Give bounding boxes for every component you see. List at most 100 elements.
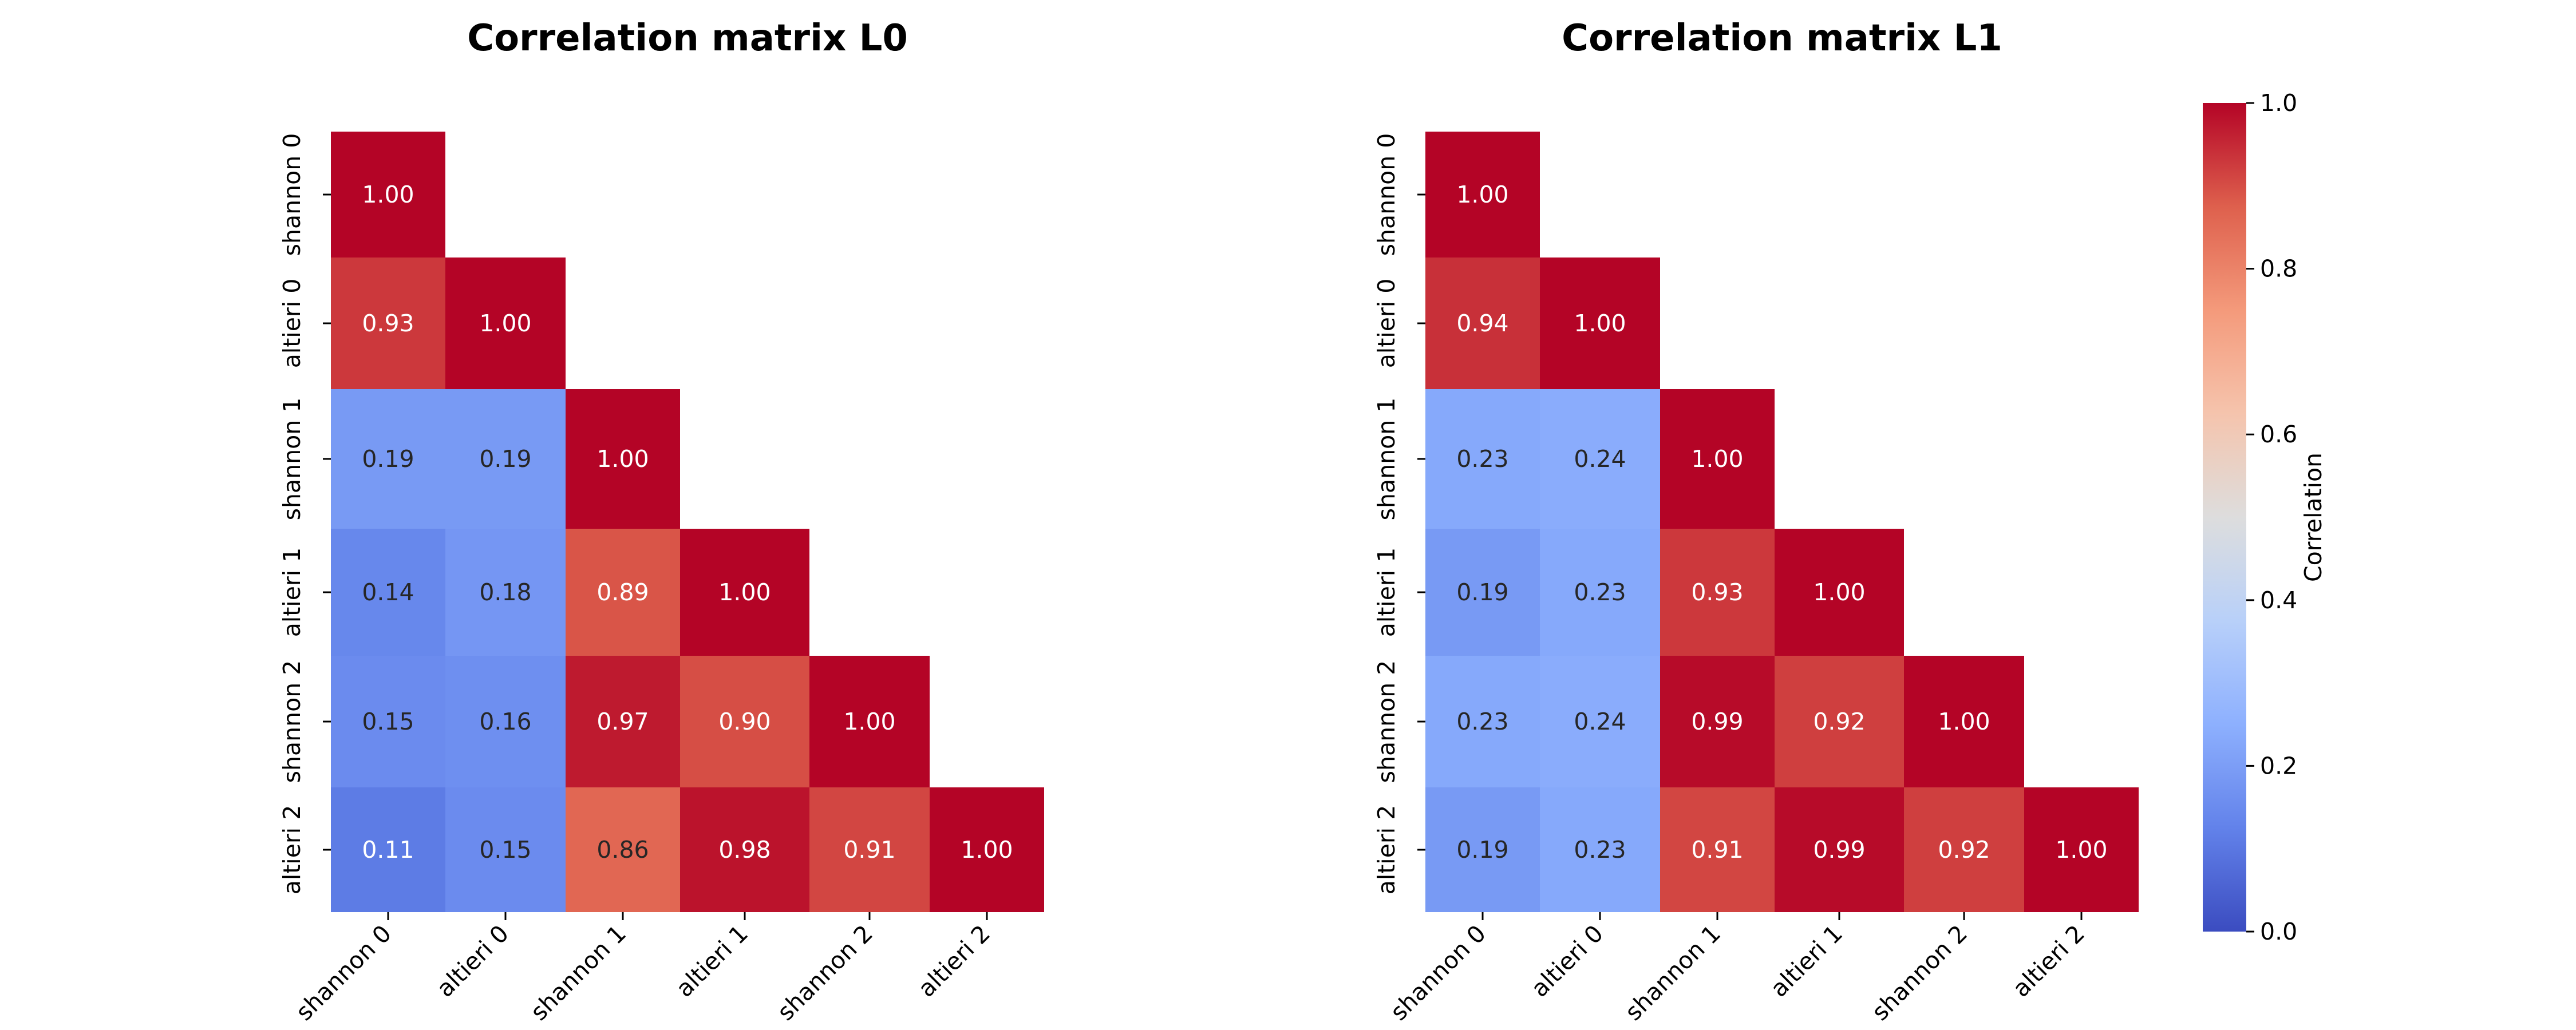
heatmap-cell: 0.93 [331, 258, 445, 389]
y-tick: altieri 2 [278, 805, 331, 894]
cell-fill [566, 787, 680, 912]
x-tick-label: altieri 0 [1526, 920, 1609, 1003]
cell-fill [680, 656, 809, 787]
cell-value-label: 1.00 [2055, 836, 2107, 863]
heatmap-cells: 1.00 0.93 1.00 0.19 0.19 1.00 0.14 0.18 0.89 1.00… [331, 132, 1044, 912]
cell-fill [1540, 529, 1660, 656]
x-tick: altieri 1 [1765, 912, 1848, 1003]
cell-value-label: 1.00 [596, 445, 649, 473]
x-tick: shannon 2 [772, 912, 878, 1026]
colorbar-tick-label: 0.6 [2260, 421, 2297, 448]
y-tick-label: shannon 0 [278, 133, 306, 256]
chart-title: Correlation matrix L1 [1562, 17, 2002, 60]
cell-value-label: 0.19 [1456, 579, 1508, 606]
cell-value-label: 0.11 [362, 836, 414, 863]
cell-fill [680, 529, 809, 656]
cell-value-label: 0.91 [843, 836, 895, 863]
colorbar-tick-label: 0.2 [2260, 752, 2297, 779]
colorbar-ticks: 0.0 0.2 0.4 0.6 0.8 1.0 [2246, 89, 2297, 945]
cell-value-label: 0.91 [1691, 836, 1743, 863]
x-axis: shannon 0 altieri 0 shannon 1 altieri 1 shan… [1385, 912, 2090, 1026]
heatmap-cell: 1.00 [1425, 132, 1540, 258]
cell-value-label: 0.98 [718, 836, 771, 863]
cell-value-label: 0.89 [596, 579, 649, 606]
cell-value-label: 0.93 [1691, 579, 1743, 606]
cell-value-label: 0.19 [1456, 836, 1508, 863]
colorbar-tick: 0.4 [2246, 587, 2297, 614]
cell-value-label: 1.00 [961, 836, 1013, 863]
cell-fill [445, 656, 566, 787]
y-tick-label: altieri 1 [278, 548, 306, 637]
cell-fill [445, 787, 566, 912]
y-axis: shannon 0 altieri 0 shannon 1 altieri 1 shan… [278, 133, 331, 894]
cell-fill [445, 529, 566, 656]
cell-fill [331, 787, 445, 912]
cell-fill [930, 787, 1044, 912]
cell-fill [680, 787, 809, 912]
x-tick-label: altieri 0 [431, 920, 514, 1003]
cell-value-label: 1.00 [1456, 181, 1508, 208]
cell-fill [1775, 656, 1904, 787]
x-tick: altieri 0 [1526, 912, 1609, 1003]
y-tick-label: altieri 2 [1373, 805, 1400, 895]
y-tick: shannon 2 [1373, 660, 1425, 783]
cell-fill [1425, 529, 1540, 656]
colorbar-gradient [2203, 103, 2246, 932]
cell-fill [1425, 132, 1540, 258]
cell-fill [1904, 656, 2024, 787]
cell-fill [1425, 656, 1540, 787]
x-tick: shannon 0 [290, 912, 397, 1026]
heatmap-cell: 0.90 [680, 656, 809, 787]
x-tick-label: altieri 2 [2007, 920, 2090, 1003]
cell-value-label: 0.86 [596, 836, 649, 863]
heatmap-cell: 0.15 [331, 656, 445, 787]
heatmap-cell: 1.00 [809, 656, 930, 787]
heatmap-cell: 0.92 [1904, 787, 2024, 912]
cell-value-label: 0.23 [1574, 836, 1626, 863]
y-tick: shannon 1 [278, 398, 331, 520]
cell-value-label: 0.16 [479, 708, 531, 735]
heatmap-cell: 0.19 [331, 389, 445, 529]
cell-value-label: 0.15 [362, 708, 414, 735]
cell-value-label: 0.24 [1574, 708, 1626, 735]
colorbar-tick: 0.8 [2246, 255, 2297, 283]
heatmap-cell: 1.00 [566, 389, 680, 529]
y-tick-label: altieri 0 [1373, 279, 1400, 369]
x-tick: altieri 0 [431, 912, 514, 1003]
x-tick: shannon 2 [1866, 912, 1973, 1026]
x-tick: altieri 2 [912, 912, 995, 1003]
x-tick: shannon 1 [1619, 912, 1726, 1026]
heatmap-cell: 0.14 [331, 529, 445, 656]
cell-value-label: 1.00 [1574, 310, 1626, 337]
cell-value-label: 0.18 [479, 579, 531, 606]
cell-fill [1904, 787, 2024, 912]
cell-fill [331, 529, 445, 656]
x-axis: shannon 0 altieri 0 shannon 1 altieri 1 shan… [290, 912, 995, 1026]
cell-fill [1425, 389, 1540, 529]
heatmap-cell: 1.00 [1775, 529, 1904, 656]
heatmap-cell: 1.00 [1540, 258, 1660, 389]
cell-value-label: 0.19 [479, 445, 531, 473]
cell-fill [566, 529, 680, 656]
cell-value-label: 0.97 [596, 708, 649, 735]
cell-value-label: 1.00 [718, 579, 771, 606]
heatmap-cell: 0.23 [1540, 529, 1660, 656]
x-tick: altieri 1 [670, 912, 753, 1003]
cell-value-label: 0.24 [1574, 445, 1626, 473]
heatmap-cell: 0.86 [566, 787, 680, 912]
cell-value-label: 0.93 [362, 310, 414, 337]
heatmap-cell: 0.89 [566, 529, 680, 656]
heatmap-cell: 0.99 [1660, 656, 1775, 787]
colorbar-tick-label: 1.0 [2260, 89, 2297, 117]
cell-fill [1660, 656, 1775, 787]
heatmap-cell: 0.94 [1425, 258, 1540, 389]
colorbar-tick: 0.2 [2246, 752, 2297, 779]
y-tick-label: shannon 2 [1373, 660, 1400, 783]
heatmap-cell: 0.16 [445, 656, 566, 787]
cell-fill [1425, 787, 1540, 912]
y-tick: altieri 1 [1373, 548, 1425, 637]
heatmap-cell: 0.24 [1540, 656, 1660, 787]
heatmap-panel-l0: Correlation matrix L0 1.00 0.93 1.00 0.19 0.… [278, 17, 1044, 1026]
cell-value-label: 0.99 [1691, 708, 1743, 735]
y-axis: shannon 0 altieri 0 shannon 1 altieri 1 shan… [1373, 133, 1425, 895]
